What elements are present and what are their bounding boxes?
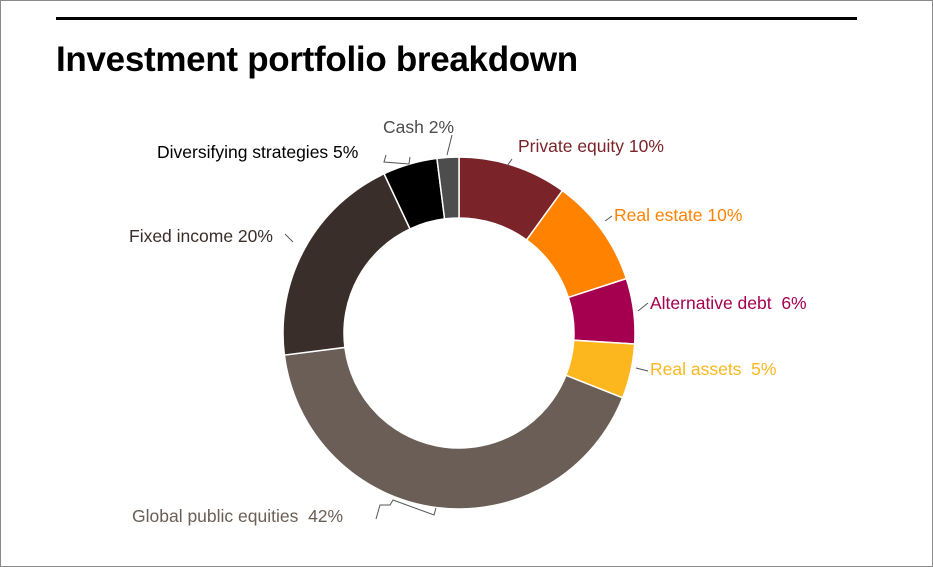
slice-label-alternative-debt: Alternative debt 6%	[650, 293, 807, 313]
slice-label-real-estate: Real estate 10%	[614, 205, 742, 225]
leader-line-diversifying-strategies	[383, 154, 411, 165]
slice-label-private-equity: Private equity 10%	[518, 136, 664, 156]
leader-line-real-estate	[604, 215, 613, 222]
slice-label-fixed-income: Fixed income 20%	[129, 226, 273, 246]
slice-label-global-public-equities: Global public equities 42%	[132, 506, 343, 526]
slice-fixed-income	[282, 172, 412, 356]
leader-line-fixed-income	[284, 233, 294, 243]
leader-line-cash	[446, 134, 453, 156]
chart-title: Investment portfolio breakdown	[56, 40, 578, 79]
leader-line-real-assets	[635, 367, 649, 372]
slice-label-real-assets: Real assets 5%	[650, 359, 776, 379]
slice-cash	[436, 156, 460, 220]
leader-line-global-public-equities	[375, 499, 437, 520]
slice-label-cash: Cash 2%	[383, 117, 454, 137]
slice-label-diversifying-strategies: Diversifying strategies 5%	[157, 142, 358, 162]
leader-line-alternative-debt	[637, 302, 649, 312]
leader-line-private-equity	[506, 158, 513, 167]
top-rule	[56, 17, 857, 20]
slice-global-public-equities	[283, 346, 624, 510]
